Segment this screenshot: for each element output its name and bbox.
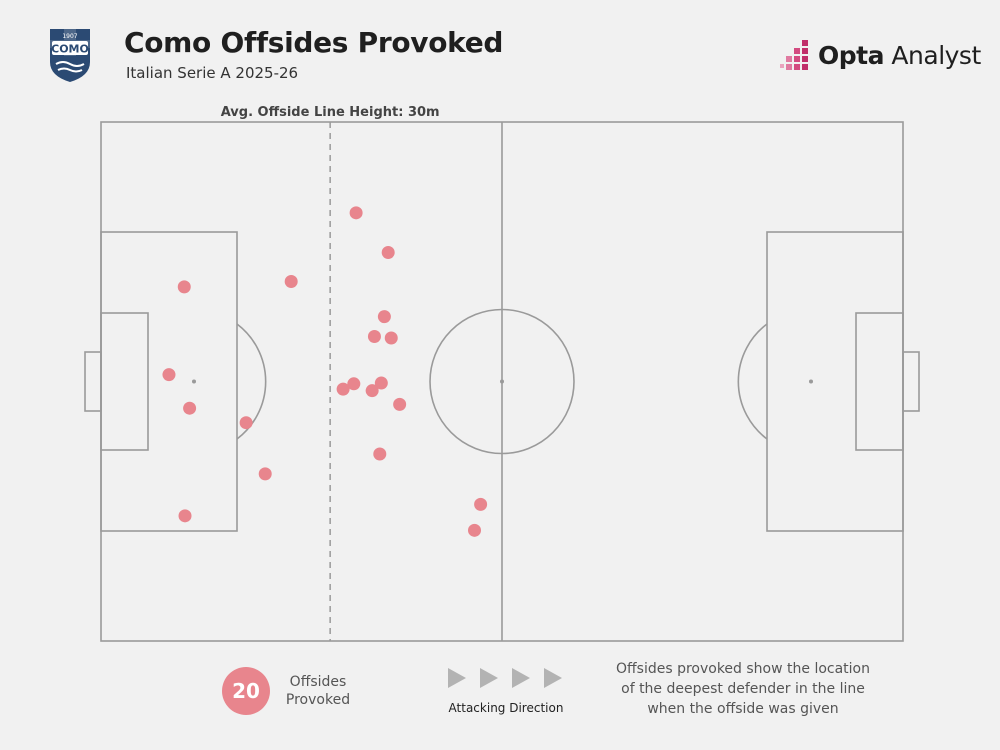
offside-point — [239, 416, 253, 430]
left-goal — [84, 351, 102, 412]
attacking-direction-arrows — [448, 668, 562, 688]
brand-name-bold: Opta — [818, 41, 884, 70]
offside-point — [367, 329, 381, 343]
left-penalty-spot — [192, 379, 196, 384]
arrow-right-icon — [512, 668, 530, 688]
offside-point — [384, 331, 398, 345]
left-penalty-box — [100, 231, 238, 532]
brand-name-light: Analyst — [891, 41, 981, 70]
right-six-yard-box — [855, 312, 904, 451]
right-penalty-spot — [809, 379, 813, 384]
opta-pixel-mark-icon — [780, 40, 808, 70]
left-six-yard-box — [100, 312, 149, 451]
chart-title: Como Offsides Provoked — [124, 26, 504, 59]
offside-point — [393, 397, 407, 411]
offside-point — [381, 246, 395, 260]
offside-point — [258, 467, 272, 481]
offside-point — [183, 401, 197, 415]
centre-circle — [429, 308, 575, 455]
offside-point — [468, 523, 482, 537]
chart-explanation-note: Offsides provoked show the location of t… — [615, 661, 870, 717]
offside-point — [474, 497, 488, 511]
offside-points — [162, 206, 488, 537]
arrow-right-icon — [480, 668, 498, 688]
offside-point — [349, 206, 363, 220]
offside-point — [374, 376, 388, 390]
right-goal — [902, 351, 920, 412]
como-crest-logo: 1907 COMO — [50, 29, 90, 82]
offside-point — [365, 384, 379, 398]
arrow-right-icon — [544, 668, 562, 688]
arrow-right-icon — [448, 668, 466, 688]
offside-point — [377, 310, 391, 324]
offside-point — [373, 447, 387, 461]
offside-point — [336, 382, 350, 396]
chart-subtitle: Italian Serie A 2025-26 — [126, 64, 299, 82]
offside-point — [284, 275, 298, 289]
offsides-count-label: Offsides Provoked — [285, 674, 351, 708]
offside-point — [177, 280, 191, 294]
crest-name: COMO — [51, 43, 89, 56]
right-penalty-arc — [737, 323, 768, 440]
avg-line-label: Avg. Offside Line Height: 30m — [221, 105, 440, 120]
offside-point — [162, 368, 176, 382]
centre-spot — [500, 379, 504, 384]
right-penalty-box — [766, 231, 904, 532]
attacking-direction-label: Attacking Direction — [448, 701, 564, 715]
crest-year: 1907 — [62, 33, 77, 40]
offsides-count-badge: 20 — [222, 667, 270, 715]
offside-point — [178, 509, 192, 523]
offside-point — [347, 377, 361, 391]
